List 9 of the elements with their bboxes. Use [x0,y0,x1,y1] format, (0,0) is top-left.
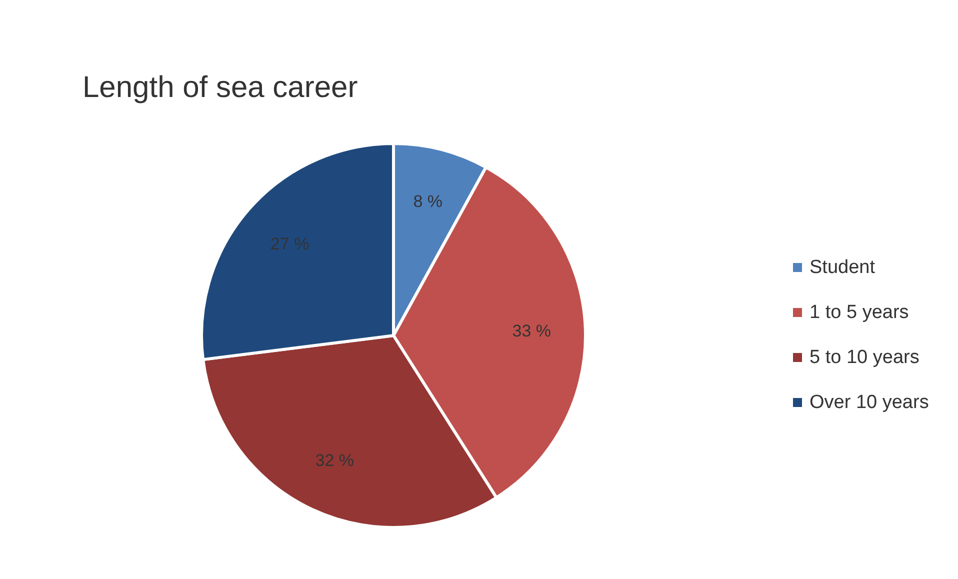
legend-label: Student [810,257,876,278]
data-label: 8 % [413,192,443,212]
data-label: 27 % [270,234,310,254]
legend-label: 5 to 10 years [810,347,920,368]
data-label: 32 % [315,451,354,470]
data-label: 33 % [512,322,552,341]
legend-label: 1 to 5 years [810,302,909,323]
legend-label: Over 10 years [810,392,929,413]
chart-title: Length of sea career [82,71,358,104]
